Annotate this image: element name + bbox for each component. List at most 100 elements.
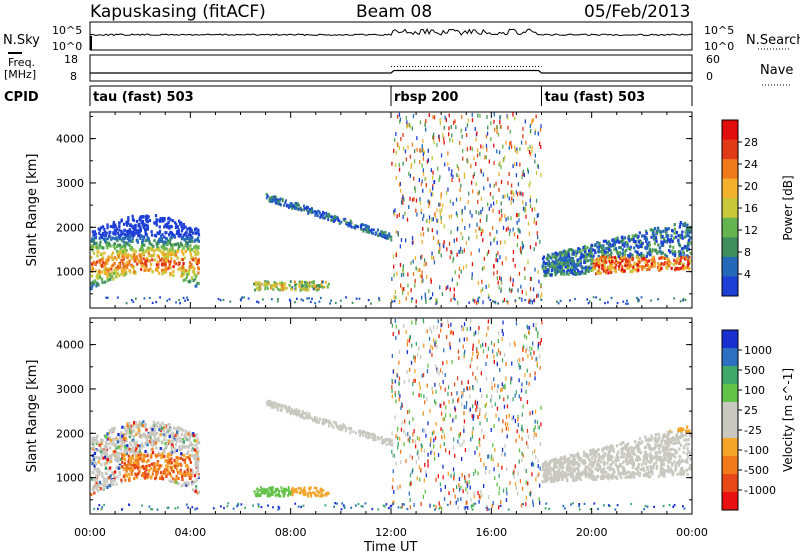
nsearch-label: N.Search [746,33,800,48]
echo-cell [150,455,153,459]
echo-cell [120,229,123,233]
echo-cell [621,248,624,252]
echo-cell [608,242,611,246]
echo-cell [529,276,532,281]
echo-cell [570,270,574,274]
echo-cell [436,218,438,223]
echo-cell [647,259,650,263]
echo-cell [191,236,194,240]
echo-cell [582,266,585,270]
echo-cell [133,477,136,481]
echo-cell [453,476,455,481]
echo-cell [101,280,104,284]
echo-cell [405,296,407,301]
echo-cell [538,472,540,477]
echo-cell [113,473,116,477]
echo-cell [103,239,107,243]
echo-cell [433,115,436,120]
echo-cell [121,453,124,457]
echo-cell [506,434,508,439]
echo-cell [514,482,517,486]
echo-cell [292,205,295,209]
echo-cell [408,409,411,414]
echo-cell [412,417,414,422]
echo-cell [319,296,322,300]
echo-cell [328,421,331,425]
echo-cell [125,468,128,472]
echo-cell [93,279,96,283]
echo-cell [392,254,395,259]
echo-cell [666,237,670,241]
echo-cell [522,134,524,139]
echo-cell [240,299,242,302]
echo-cell [163,217,166,221]
echo-cell [684,223,687,227]
echo-cell [422,217,424,222]
echo-cell [400,238,403,242]
echo-cell [372,232,374,235]
echo-cell [542,260,545,264]
echo-cell [427,227,429,232]
echo-cell [126,233,129,237]
echo-cell [397,143,399,148]
echo-cell [466,133,468,137]
echo-cell [151,472,154,476]
echo-cell [466,327,468,332]
echo-cell [505,227,508,232]
echo-cell [154,475,158,479]
echo-cell [469,394,471,399]
echo-cell [505,362,507,367]
echo-cell [435,302,438,305]
echo-cell [506,467,508,472]
echo-cell [686,264,690,268]
echo-cell [91,230,95,234]
echo-cell [514,148,516,153]
echo-cell [403,197,405,202]
echo-cell [533,428,535,432]
echo-cell [92,486,95,490]
echo-cell [113,228,116,232]
echo-cell [301,415,304,419]
echo-cell [445,118,447,123]
echo-cell [99,252,102,256]
echo-cell [486,131,489,136]
echo-cell [135,423,138,427]
echo-cell [284,201,287,205]
echo-cell [311,281,314,284]
echo-cell [539,128,542,132]
echo-cell [688,238,691,242]
echo-cell [456,376,459,381]
echo-cell [298,282,301,286]
echo-cell [112,271,116,275]
echo-cell [394,391,396,395]
echo-cell [485,143,488,148]
echo-cell [104,234,108,238]
echo-cell [187,432,190,436]
echo-cell [131,456,134,460]
echo-cell [115,257,118,261]
echo-cell [532,323,535,328]
echo-cell [385,437,388,441]
echo-cell [106,476,109,480]
echo-cell [114,225,117,229]
echo-cell [128,424,131,428]
echo-cell [487,177,489,182]
echo-cell [311,208,314,211]
echo-cell [97,441,100,445]
echo-cell [182,246,185,250]
echo-cell [478,296,481,299]
echo-cell [477,148,479,153]
nsky-line [89,27,693,37]
echo-cell [143,297,146,300]
echo-cell [140,220,143,224]
echo-cell [467,200,469,204]
echo-cell [411,297,414,300]
echo-cell [113,242,116,246]
echo-cell [611,243,614,247]
echo-cell [667,259,671,263]
echo-cell [188,265,191,269]
echo-cell [141,235,144,239]
echo-cell [182,440,186,444]
echo-cell [588,252,591,256]
echo-cell [118,444,122,448]
